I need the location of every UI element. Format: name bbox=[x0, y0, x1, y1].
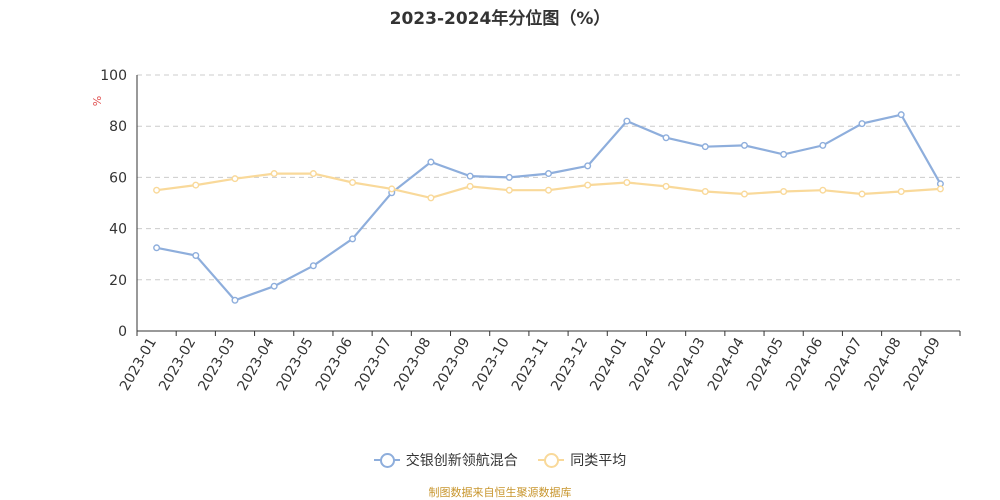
data-point-series-2 bbox=[427, 194, 435, 202]
x-tick-label: 2023-11 bbox=[509, 335, 552, 394]
x-tick-label: 2023-09 bbox=[430, 335, 473, 394]
data-point-series-2 bbox=[192, 181, 200, 189]
data-point-series-2 bbox=[858, 190, 866, 198]
data-point-series-1 bbox=[153, 244, 161, 252]
data-point-series-1 bbox=[623, 117, 631, 125]
data-point-series-2 bbox=[309, 170, 317, 178]
x-tick-label: 2023-10 bbox=[470, 335, 513, 394]
x-tick-label: 2024-02 bbox=[626, 335, 669, 394]
legend-item-series-2[interactable]: 同类平均 bbox=[538, 450, 626, 470]
data-point-series-2 bbox=[662, 182, 670, 190]
data-point-series-2 bbox=[740, 190, 748, 198]
y-tick-label: 20 bbox=[109, 273, 127, 289]
legend-label-series-1: 交银创新领航混合 bbox=[405, 453, 518, 469]
data-point-series-2 bbox=[623, 179, 631, 187]
data-point-series-2 bbox=[545, 186, 553, 194]
data-point-series-2 bbox=[153, 186, 161, 194]
x-tick-label: 2024-03 bbox=[666, 335, 709, 394]
y-tick-label: 80 bbox=[109, 119, 127, 135]
data-point-series-1 bbox=[858, 120, 866, 128]
data-source-note: 制图数据来自恒生聚源数据库 bbox=[428, 486, 572, 499]
y-axis-label: % bbox=[91, 96, 104, 106]
data-point-series-1 bbox=[584, 162, 592, 170]
y-tick-label: 0 bbox=[118, 324, 127, 340]
legend: 交银创新领航混合 同类平均 bbox=[0, 450, 1000, 471]
y-tick-label: 60 bbox=[109, 170, 127, 186]
data-point-series-2 bbox=[584, 181, 592, 189]
y-tick-label: 40 bbox=[109, 222, 127, 238]
data-point-series-2 bbox=[936, 185, 944, 193]
data-point-series-2 bbox=[349, 179, 357, 187]
axis-layer: 020406080100%2023-012023-022023-032023-0… bbox=[91, 68, 961, 394]
legend-marker-series-1 bbox=[373, 453, 400, 468]
x-tick-label: 2024-08 bbox=[862, 335, 905, 394]
data-point-series-1 bbox=[427, 158, 435, 166]
data-point-series-2 bbox=[466, 182, 474, 190]
data-point-series-1 bbox=[349, 235, 357, 243]
x-tick-label: 2023-05 bbox=[274, 335, 317, 394]
x-tick-label: 2023-06 bbox=[313, 335, 356, 394]
data-point-series-1 bbox=[192, 251, 200, 259]
x-tick-label: 2023-04 bbox=[235, 335, 278, 394]
data-point-series-1 bbox=[662, 134, 670, 142]
data-point-series-2 bbox=[780, 187, 788, 195]
x-tick-label: 2024-04 bbox=[705, 335, 748, 394]
chart-title: 2023-2024年分位图（%） bbox=[389, 9, 611, 29]
data-point-series-2 bbox=[505, 186, 513, 194]
data-point-series-1 bbox=[780, 150, 788, 158]
data-point-series-1 bbox=[231, 296, 239, 304]
data-point-series-1 bbox=[466, 172, 474, 180]
data-point-series-1 bbox=[505, 173, 513, 181]
x-tick-label: 2024-09 bbox=[901, 335, 944, 394]
x-tick-label: 2024-05 bbox=[744, 335, 787, 394]
x-tick-label: 2023-12 bbox=[548, 335, 591, 394]
data-point-series-2 bbox=[270, 170, 278, 178]
data-point-series-1 bbox=[897, 111, 905, 119]
data-point-series-2 bbox=[388, 185, 396, 193]
data-point-series-2 bbox=[701, 187, 709, 195]
x-tick-label: 2023-02 bbox=[156, 335, 199, 394]
data-point-series-1 bbox=[701, 143, 709, 151]
x-tick-label: 2023-08 bbox=[391, 335, 434, 394]
legend-label-series-2: 同类平均 bbox=[570, 453, 627, 469]
x-tick-label: 2024-01 bbox=[587, 335, 630, 394]
x-tick-label: 2023-07 bbox=[352, 335, 395, 394]
legend-item-series-1[interactable]: 交银创新领航混合 bbox=[373, 450, 518, 470]
data-point-series-2 bbox=[231, 175, 239, 183]
x-tick-label: 2023-03 bbox=[195, 335, 238, 394]
series-layer bbox=[153, 111, 944, 304]
data-point-series-1 bbox=[740, 141, 748, 149]
x-tick-label: 2024-06 bbox=[783, 335, 826, 394]
data-point-series-2 bbox=[819, 186, 827, 194]
x-tick-label: 2023-01 bbox=[117, 335, 160, 394]
x-tick-label: 2024-07 bbox=[822, 335, 865, 394]
data-point-series-1 bbox=[309, 262, 317, 270]
legend-marker-series-2 bbox=[538, 453, 565, 468]
data-point-series-1 bbox=[819, 141, 827, 149]
grid-layer bbox=[137, 74, 960, 281]
data-point-series-1 bbox=[270, 282, 278, 290]
data-point-series-1 bbox=[545, 170, 553, 178]
data-point-series-2 bbox=[897, 187, 905, 195]
y-tick-label: 100 bbox=[100, 68, 127, 84]
